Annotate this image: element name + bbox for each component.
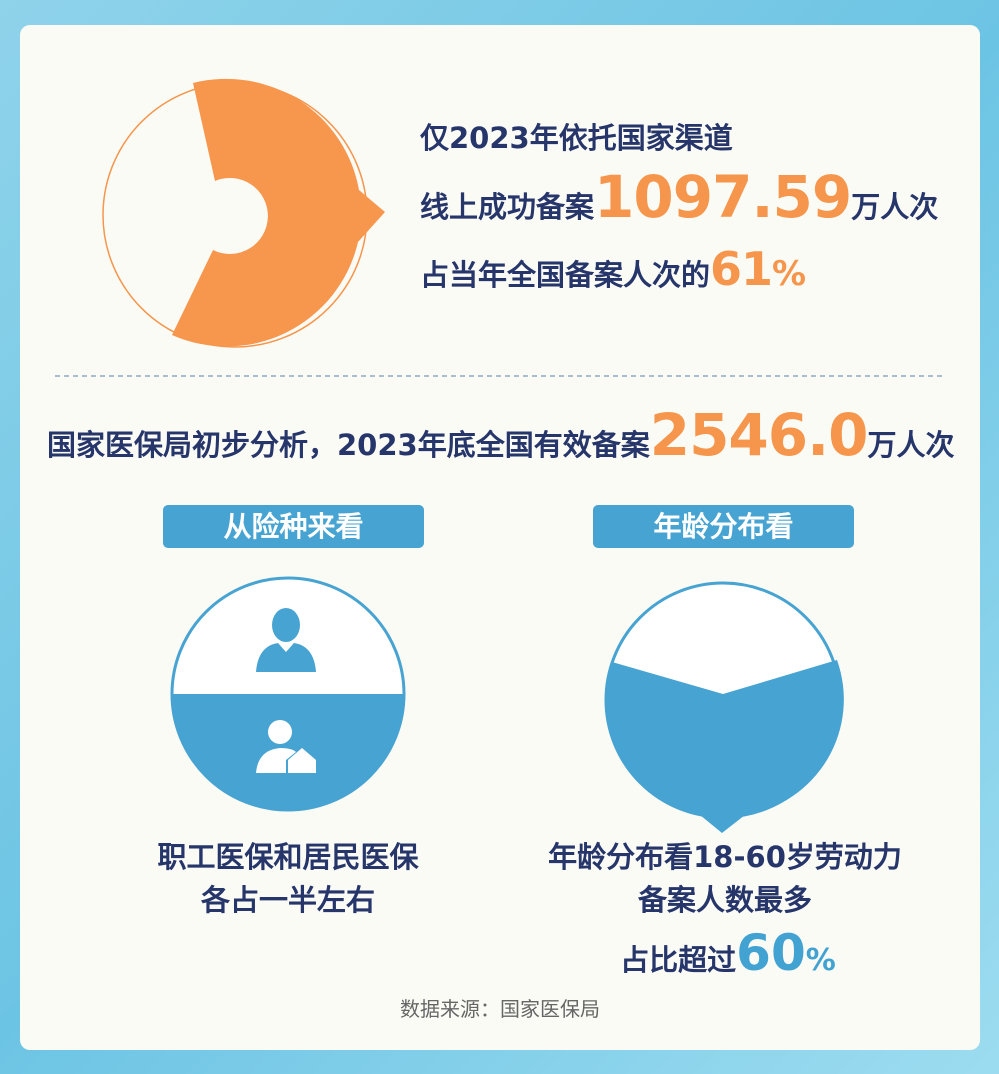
unit: % bbox=[805, 943, 836, 978]
source: 数据来源：国家医保局 bbox=[400, 997, 600, 1021]
left-line2: 各占一半左右 bbox=[200, 883, 376, 917]
number: 61 bbox=[710, 242, 773, 296]
text: 线上成功备案 bbox=[420, 190, 595, 224]
person-icon bbox=[256, 608, 316, 672]
pie-sector bbox=[172, 78, 385, 347]
right-line1: 年龄分布看18-60岁劳动力 bbox=[548, 840, 902, 874]
right-line3: 占比超过60% bbox=[620, 928, 836, 978]
text: 占当年全国备案人次的 bbox=[420, 258, 711, 292]
number: 60 bbox=[736, 924, 806, 982]
right-tag: 年龄分布看 bbox=[593, 505, 854, 548]
top-line3: 占当年全国备案人次的61% bbox=[420, 246, 806, 292]
home-icon bbox=[256, 720, 316, 773]
text: 万人次 bbox=[867, 428, 955, 462]
unit: % bbox=[772, 254, 807, 294]
top-line2: 线上成功备案1097.59万人次 bbox=[420, 168, 938, 226]
text: 万人次 bbox=[851, 190, 939, 224]
text: 国家医保局初步分析，2023年底全国有效备案 bbox=[47, 428, 650, 462]
left-line1: 职工医保和居民医保 bbox=[157, 840, 419, 874]
text: 占比超过 bbox=[620, 943, 737, 977]
right-line2: 备案人数最多 bbox=[637, 883, 813, 917]
left-tag: 从险种来看 bbox=[163, 505, 424, 548]
summary: 国家医保局初步分析，2023年底全国有效备案2546.0万人次 bbox=[47, 406, 955, 464]
right-fill bbox=[605, 660, 844, 833]
top-line1: 仅2023年依托国家渠道 bbox=[420, 121, 733, 155]
number: 2546.0 bbox=[649, 401, 869, 469]
number: 1097.59 bbox=[594, 163, 852, 231]
